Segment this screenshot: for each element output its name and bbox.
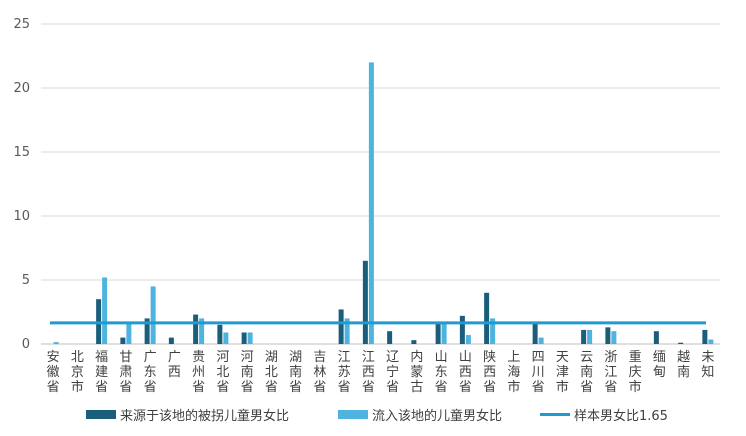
legend-item-reference: 样本男女比1.65	[540, 405, 668, 424]
x-category-label: 北京市	[71, 350, 84, 395]
x-category-label: 江西省	[362, 350, 375, 395]
x-category-label: 安徽省	[47, 350, 60, 395]
bar-inflow	[465, 335, 471, 344]
y-axis-ticks: 0 5 10 15 20 25	[13, 17, 30, 352]
x-category-label: 上海市	[507, 350, 520, 395]
bar-source	[168, 337, 174, 344]
bar-inflow	[223, 332, 229, 344]
bar-inflow	[53, 342, 59, 344]
x-category-label: 天津市	[556, 350, 569, 395]
bar-inflow	[441, 323, 447, 344]
bar-inflow	[587, 329, 593, 344]
x-category-label: 越南	[677, 350, 690, 380]
x-category-label: 广东省	[144, 350, 157, 395]
x-category-label: 缅甸	[653, 350, 666, 380]
legend-item-inflow: 流入该地的儿童男女比	[338, 405, 502, 424]
bar-source	[144, 318, 150, 344]
bar-inflow	[126, 323, 132, 344]
legend-swatch-inflow	[338, 410, 368, 419]
bar-inflow	[344, 318, 350, 344]
y-tick-label: 5	[22, 273, 30, 288]
legend-item-source: 来源于该地的被拐儿童男女比	[86, 405, 289, 424]
y-tick-label: 10	[13, 209, 30, 224]
bar-inflow	[708, 339, 714, 344]
y-tick-label: 0	[22, 337, 30, 352]
bar-source	[362, 260, 368, 344]
bar-source	[411, 340, 417, 344]
y-tick-label: 25	[13, 17, 30, 32]
bars	[53, 62, 714, 345]
legend-label-source: 来源于该地的被拐儿童男女比	[120, 409, 290, 424]
x-category-label: 甘肃省	[119, 350, 132, 395]
bar-source	[241, 332, 247, 344]
legend-swatch-reference	[540, 413, 570, 416]
bar-inflow	[247, 332, 253, 344]
x-category-label: 辽宁省	[386, 350, 399, 395]
bar-source	[605, 327, 611, 344]
bar-source	[193, 314, 199, 344]
x-category-label: 湖南省	[289, 350, 302, 395]
x-category-label: 福建省	[95, 350, 108, 395]
x-category-label: 江苏省	[338, 350, 351, 395]
bar-inflow	[538, 337, 544, 344]
bar-source	[338, 309, 344, 344]
legend: 来源于该地的被拐儿童男女比 流入该地的儿童男女比 样本男女比1.65	[0, 405, 746, 429]
x-category-label: 湖北省	[265, 350, 278, 395]
x-category-label: 吉林省	[313, 350, 326, 395]
x-category-label: 四川省	[532, 350, 545, 395]
bar-source	[702, 329, 708, 344]
x-category-label: 浙江省	[604, 350, 617, 395]
bar-source	[581, 329, 587, 344]
x-category-label: 陕西省	[483, 350, 496, 395]
bar-inflow	[368, 62, 374, 345]
bar-inflow	[102, 277, 108, 344]
x-category-label: 云南省	[580, 350, 593, 395]
x-category-label: 未知	[701, 350, 714, 380]
bar-source	[435, 323, 441, 344]
legend-swatch-source	[86, 410, 116, 419]
y-tick-label: 15	[13, 145, 30, 160]
bar-source	[387, 331, 393, 344]
bar-inflow	[490, 318, 496, 344]
y-tick-label: 20	[13, 81, 30, 96]
x-category-label: 重庆市	[629, 349, 642, 395]
bar-source	[484, 292, 490, 344]
x-category-label: 山西省	[459, 350, 472, 395]
gridlines	[41, 23, 720, 345]
bar-inflow	[150, 286, 156, 344]
legend-label-reference: 样本男女比1.65	[574, 409, 668, 424]
x-category-label: 河北省	[216, 350, 229, 395]
x-category-label: 广西	[168, 350, 181, 380]
bar-inflow	[611, 331, 617, 344]
x-category-label: 贵州省	[192, 350, 205, 395]
bar-source	[120, 337, 126, 344]
x-axis-categories: 安徽省北京市福建省甘肃省广东省广西贵州省河北省河南省湖北省湖南省吉林省江苏省江西…	[47, 349, 715, 395]
x-category-label: 内蒙古	[410, 349, 423, 395]
x-category-label: 河南省	[241, 350, 254, 395]
bar-inflow	[199, 318, 205, 344]
bar-source	[678, 342, 684, 344]
bar-source	[532, 323, 538, 344]
legend-label-inflow: 流入该地的儿童男女比	[372, 409, 503, 424]
x-category-label: 山东省	[435, 350, 448, 395]
bar-source	[217, 324, 223, 344]
bar-source	[459, 315, 465, 344]
bar-source	[653, 331, 659, 344]
